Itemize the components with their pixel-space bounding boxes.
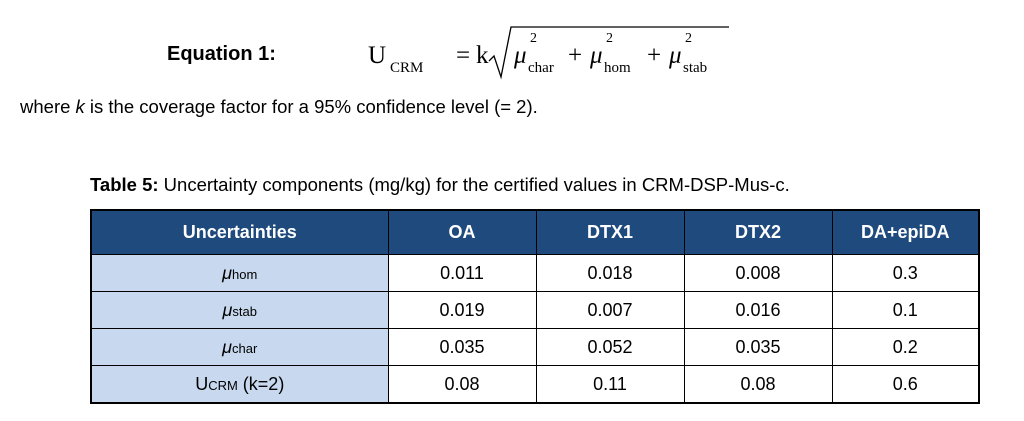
table-row: μstab 0.019 0.007 0.016 0.1 [90,291,980,329]
note-variable-k: k [75,96,85,117]
uncertainty-table: Uncertainties OA DTX1 DTX2 DA+epiDA μhom… [90,209,980,404]
table-caption-text: Uncertainty components (mg/kg) for the c… [158,174,790,195]
row-label-subscript: stab [232,303,257,319]
header-dtx1: DTX1 [535,209,685,255]
note-suffix: is the coverage factor for a 95% confide… [84,96,538,117]
table-cell: 0.035 [683,328,833,366]
row-label-mu-hom: μhom [90,254,389,292]
formula-plus-1: + [568,42,583,69]
table-cell: 0.007 [535,291,685,329]
formula-term-2-superscript: 2 [606,31,613,46]
formula-term-3-symbol: μ [669,42,682,69]
row-label-symbol: μ [222,299,233,320]
table-cell: 0.08 [683,365,833,404]
table-cell: 0.016 [683,291,833,329]
formula-term-1-symbol: μ [514,42,527,69]
table-cell: 0.3 [831,254,980,292]
formula-plus-2: + [647,42,662,69]
table-row: UCRM (k=2) 0.08 0.11 0.08 0.6 [90,365,980,404]
row-label-symbol: μ [222,262,233,283]
formula-coefficient: k [476,42,489,69]
row-label-subscript: char [232,340,258,356]
formula-equals-sign: = [456,42,471,69]
table-cell: 0.08 [387,365,537,404]
note-prefix: where [20,96,76,117]
formula-lhs-subscript: CRM [390,60,424,76]
row-label-symbol: μ [222,336,233,357]
table-row: μchar 0.035 0.052 0.035 0.2 [90,328,980,366]
table-cell: 0.052 [535,328,685,366]
row-label-subscript: hom [232,266,258,282]
table-cell: 0.2 [831,328,980,366]
table-cell: 0.6 [831,365,980,404]
equation-block: Equation 1: U CRM = k μ char 2 + μ hom 2… [0,22,1024,92]
coverage-factor-note: where k is the coverage factor for a 95%… [20,96,538,118]
formula-lhs-symbol: U [368,42,387,69]
table-caption-number: Table 5: [90,174,159,195]
table-cell: 0.1 [831,291,980,329]
square-root-sign [488,26,729,80]
table-cell: 0.008 [683,254,833,292]
formula-term-1-superscript: 2 [530,31,537,46]
formula-term-3-superscript: 2 [685,31,692,46]
table-caption: Table 5: Uncertainty components (mg/kg) … [90,174,790,196]
row-label-suffix: (k=2) [237,373,285,394]
table-cell: 0.011 [387,254,537,292]
table-cell: 0.019 [387,291,537,329]
row-label-symbol: U [195,373,209,394]
row-label-u-crm: UCRM (k=2) [90,365,389,404]
table-row: μhom 0.011 0.018 0.008 0.3 [90,254,980,292]
row-label-mu-stab: μstab [90,291,389,329]
formula-term-3-subscript: stab [683,60,708,76]
row-label-mu-char: μchar [90,328,389,366]
formula-term-2-symbol: μ [590,42,603,69]
header-da-epida: DA+epiDA [831,209,980,255]
table-header-row: Uncertainties OA DTX1 DTX2 DA+epiDA [90,209,980,255]
equation-label: Equation 1: [167,43,276,65]
table-cell: 0.035 [387,328,537,366]
header-oa: OA [387,209,537,255]
header-uncertainties: Uncertainties [90,209,389,255]
uncertainty-formula: U CRM = k μ char 2 + μ hom 2 + μ stab 2 [368,22,748,92]
formula-term-1-subscript: char [528,60,554,76]
formula-term-2-subscript: hom [604,60,631,76]
table-cell: 0.11 [535,365,685,404]
row-label-subscript: CRM [208,377,238,393]
header-dtx2: DTX2 [683,209,833,255]
table-cell: 0.018 [535,254,685,292]
